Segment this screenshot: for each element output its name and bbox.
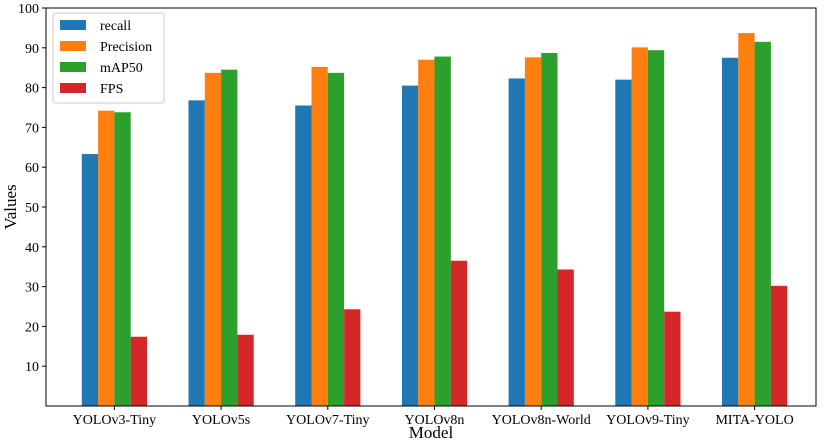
- legend-label: recall: [100, 19, 131, 34]
- bar: [418, 59, 435, 407]
- y-tick-label: 100: [18, 2, 39, 17]
- legend-label: Precision: [100, 40, 152, 55]
- x-tick-label: YOLOv8n-World: [492, 413, 591, 428]
- x-tick-label: YOLOv5s: [192, 413, 250, 428]
- bars-layer: [81, 33, 788, 407]
- bar: [327, 72, 345, 407]
- y-axis-label: Values: [1, 184, 20, 229]
- bar: [295, 105, 312, 406]
- bar: [664, 311, 681, 406]
- bar: [188, 100, 205, 406]
- legend-swatch: [60, 83, 86, 93]
- bar: [615, 79, 632, 406]
- bar: [722, 57, 739, 406]
- y-tick-label: 10: [25, 360, 39, 375]
- bar: [738, 33, 755, 406]
- bar: [81, 154, 99, 406]
- x-tick-label: YOLOv8n: [405, 413, 465, 428]
- bar: [754, 41, 771, 406]
- bar: [770, 285, 788, 406]
- bar: [401, 85, 419, 407]
- bar: [130, 336, 147, 406]
- x-tick-label: YOLOv7-Tiny: [286, 413, 370, 428]
- y-tick-label: 80: [25, 82, 39, 97]
- bar: [541, 52, 558, 406]
- legend-swatch: [60, 62, 86, 72]
- x-tick-label: YOLOv3-Tiny: [73, 413, 157, 428]
- legend-label: mAP50: [100, 61, 143, 76]
- bar: [221, 69, 238, 406]
- legend: recall Precision mAP50 FPS: [52, 12, 165, 104]
- y-tick-label: 20: [25, 320, 39, 335]
- bar: [524, 57, 542, 406]
- bar: [344, 309, 361, 406]
- bar: [508, 78, 525, 406]
- legend-label: FPS: [100, 82, 123, 97]
- x-axis-label: Model: [409, 423, 454, 442]
- legend-swatch: [60, 20, 86, 30]
- bar: [434, 56, 451, 407]
- legend-swatch: [60, 41, 86, 51]
- x-tick-label: MITA-YOLO: [715, 413, 793, 428]
- bar: [237, 334, 254, 406]
- bar: [557, 269, 574, 406]
- bar: [631, 47, 648, 407]
- y-tick-label: 30: [25, 281, 39, 296]
- y-tick-label: 90: [25, 42, 39, 57]
- y-tick-label: 60: [25, 161, 39, 176]
- y-tick-label: 70: [25, 121, 39, 136]
- y-tick-label: 40: [25, 241, 39, 256]
- bar: [114, 112, 131, 406]
- bar: [450, 260, 468, 406]
- y-tick-label: 50: [25, 201, 39, 216]
- legend-box: [52, 12, 165, 104]
- ticks-layer: 10 20 30 40 50 60 70 80 90 100 YOLOv3-Tiny YOLOv5s Y…: [18, 2, 794, 428]
- x-tick-label: YOLOv9-Tiny: [606, 413, 690, 428]
- bar: [98, 110, 115, 407]
- bar: [647, 50, 665, 406]
- bar: [311, 66, 328, 407]
- bar: [204, 72, 222, 407]
